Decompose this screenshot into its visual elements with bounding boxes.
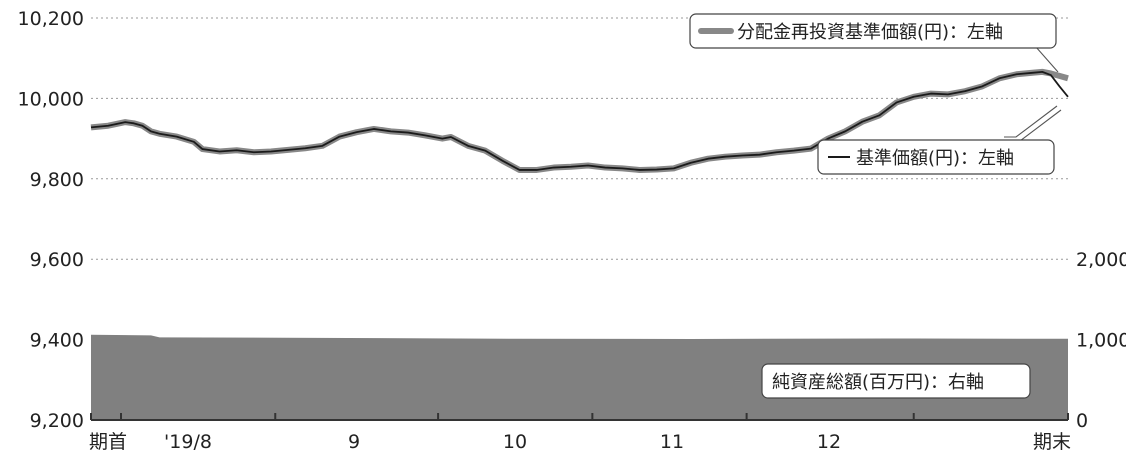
x-tick-label: 11 bbox=[660, 431, 684, 453]
x-tick-label: 12 bbox=[817, 431, 841, 453]
x-tick-label: 10 bbox=[503, 431, 527, 453]
y-left-tick-label: 10,000 bbox=[18, 88, 84, 110]
y-left-tick-label: 9,800 bbox=[30, 169, 84, 191]
legend-nav: 基準価額(円)：左軸 bbox=[818, 106, 1061, 174]
y-left-tick-label: 9,600 bbox=[30, 249, 84, 271]
y-left-tick-label: 9,400 bbox=[30, 330, 84, 352]
legend-nav-pointer bbox=[1004, 106, 1057, 137]
legend-total-assets-label: 純資産総額(百万円)：右軸 bbox=[772, 372, 984, 393]
legend-reinvested-pointer bbox=[1010, 47, 1058, 72]
x-tick-label: 期首 bbox=[89, 431, 127, 453]
y-left-tick-label: 9,200 bbox=[30, 410, 84, 432]
y-right-tick-label: 2,000 bbox=[1076, 249, 1126, 271]
legend-reinvested: 分配金再投資基準価額(円)：左軸 bbox=[690, 14, 1058, 72]
y-left-tick-label: 10,200 bbox=[18, 8, 84, 30]
legend-nav-label: 基準価額(円)：左軸 bbox=[856, 148, 1014, 169]
x-tick-label: '19/8 bbox=[164, 431, 212, 453]
y-right-tick-label: 1,000 bbox=[1076, 330, 1126, 352]
y-right-tick-label: 0 bbox=[1076, 410, 1088, 432]
legend-total-assets: 純資産総額(百万円)：右軸 bbox=[762, 364, 1030, 398]
x-tick-label: 9 bbox=[348, 431, 360, 453]
legend-reinvested-label: 分配金再投資基準価額(円)：左軸 bbox=[737, 22, 1003, 43]
x-tick-label: 期末 bbox=[1033, 431, 1071, 453]
